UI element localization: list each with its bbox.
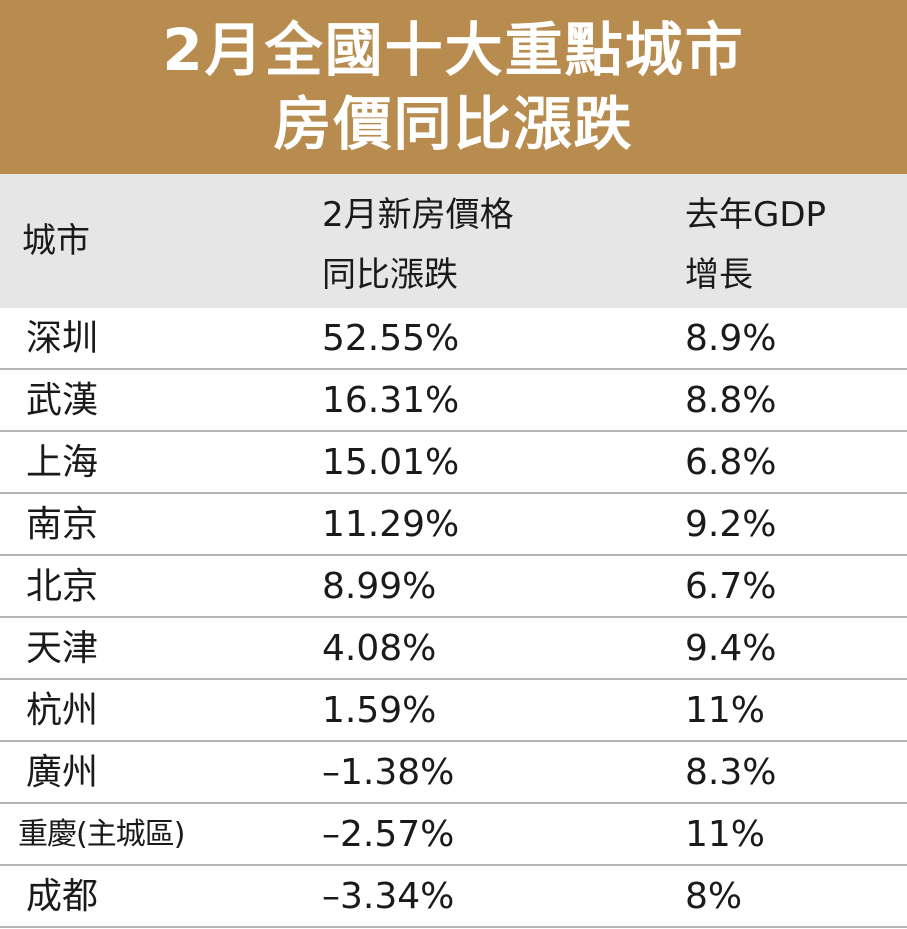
city-cell: 上海: [26, 442, 99, 483]
price-change-cell: 1.59%: [322, 690, 437, 731]
row-divider: [0, 492, 907, 494]
row-divider: [0, 430, 907, 432]
header-gdp-line1: 去年GDP: [685, 195, 827, 235]
title-line-1: 2月全國十大重點城市: [162, 16, 745, 84]
gdp-growth-cell: 8.9%: [685, 318, 777, 359]
price-change-cell: –1.38%: [322, 752, 455, 793]
table-row: 成都 –3.34% 8%: [0, 866, 907, 928]
price-change-cell: 4.08%: [322, 628, 437, 669]
gdp-growth-cell: 6.8%: [685, 442, 777, 483]
city-cell: 重慶(主城區): [18, 817, 185, 852]
table-row: 深圳 52.55% 8.9%: [0, 308, 907, 370]
table-row: 廣州 –1.38% 8.3%: [0, 742, 907, 804]
city-cell: 深圳: [26, 318, 99, 359]
gdp-growth-cell: 8%: [685, 876, 743, 917]
gdp-growth-cell: 8.8%: [685, 380, 777, 421]
row-divider: [0, 616, 907, 618]
header-price-change-line2: 同比漲跌: [322, 255, 458, 295]
gdp-growth-cell: 6.7%: [685, 566, 777, 607]
table-row: 杭州 1.59% 11%: [0, 680, 907, 742]
title-line-2: 房價同比漲跌: [273, 90, 634, 158]
header-price-change-line1: 2月新房價格: [322, 195, 514, 235]
row-divider: [0, 926, 907, 928]
city-cell: 北京: [26, 566, 99, 607]
table-row: 南京 11.29% 9.2%: [0, 494, 907, 556]
title-banner: 2月全國十大重點城市 房價同比漲跌: [0, 0, 907, 174]
row-divider: [0, 864, 907, 866]
price-change-cell: 8.99%: [322, 566, 437, 607]
row-divider: [0, 554, 907, 556]
price-change-cell: 15.01%: [322, 442, 460, 483]
city-cell: 武漢: [26, 380, 99, 421]
gdp-growth-cell: 9.2%: [685, 504, 777, 545]
gdp-growth-cell: 9.4%: [685, 628, 777, 669]
row-divider: [0, 802, 907, 804]
city-cell: 廣州: [26, 752, 99, 793]
row-divider: [0, 368, 907, 370]
price-change-cell: 52.55%: [322, 318, 460, 359]
price-change-cell: 16.31%: [322, 380, 460, 421]
header-gdp-line2: 增長: [685, 255, 753, 295]
price-change-cell: –3.34%: [322, 876, 455, 917]
table-row: 重慶(主城區) –2.57% 11%: [0, 804, 907, 866]
table-row: 北京 8.99% 6.7%: [0, 556, 907, 618]
header-city: 城市: [22, 221, 90, 261]
table-row: 天津 4.08% 9.4%: [0, 618, 907, 680]
table-row: 上海 15.01% 6.8%: [0, 432, 907, 494]
gdp-growth-cell: 11%: [685, 690, 766, 731]
price-change-cell: –2.57%: [322, 814, 455, 855]
price-change-cell: 11.29%: [322, 504, 460, 545]
city-cell: 天津: [26, 628, 99, 669]
row-divider: [0, 740, 907, 742]
table-header: 城市 2月新房價格 同比漲跌 去年GDP 增長: [0, 174, 907, 308]
city-cell: 成都: [26, 876, 99, 917]
city-cell: 杭州: [26, 690, 99, 731]
city-cell: 南京: [26, 504, 99, 545]
row-divider: [0, 678, 907, 680]
gdp-growth-cell: 8.3%: [685, 752, 777, 793]
gdp-growth-cell: 11%: [685, 814, 766, 855]
table-row: 武漢 16.31% 8.8%: [0, 370, 907, 432]
